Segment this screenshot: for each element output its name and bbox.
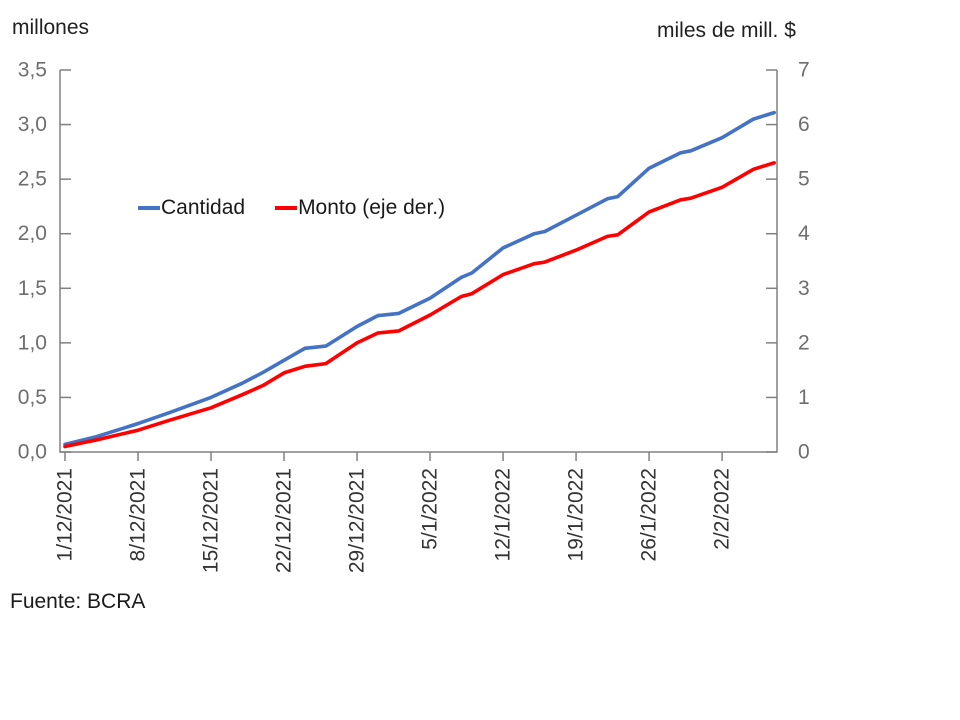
x-axis-tick-label: 19/1/2022: [565, 468, 588, 561]
right-axis-title: miles de mill. $: [657, 19, 796, 42]
x-axis-tick-label: 12/1/2022: [492, 468, 515, 561]
x-axis-tick-label: 2/2/2022: [711, 468, 734, 550]
left-axis-tick-label: 0,5: [18, 386, 47, 409]
left-axis-tick-label: 2,5: [18, 168, 47, 191]
legend-swatch-monto: [275, 206, 298, 210]
source-note: Fuente: BCRA: [10, 590, 146, 613]
x-axis-tick-label: 5/1/2022: [419, 468, 442, 550]
legend: Cantidad Monto (eje der.): [138, 196, 445, 220]
series-line-monto-eje-der: [63, 161, 777, 449]
x-axis-tick-label: 29/12/2021: [346, 468, 369, 573]
right-axis-tick-label: 0: [798, 441, 810, 464]
left-axis-tick-label: 3,0: [18, 113, 47, 136]
right-axis-tick-label: 1: [798, 386, 810, 409]
legend-label-cantidad: Cantidad: [161, 196, 246, 219]
right-axis-tick-label: 2: [798, 331, 810, 354]
series-line-cantidad: [63, 110, 777, 447]
legend-item-monto: Monto (eje der.): [275, 196, 445, 220]
left-axis-tick-label: 1,0: [18, 331, 47, 354]
x-axis-tick-label: 22/12/2021: [273, 468, 296, 573]
x-axis-tick-label: 1/12/2021: [54, 468, 77, 561]
left-axis-tick-label: 1,5: [18, 277, 47, 300]
right-axis-tick-label: 7: [798, 59, 810, 82]
axis-frame: [59, 70, 778, 453]
x-axis-tick-label: 26/1/2022: [638, 468, 661, 561]
right-axis-tick-label: 5: [798, 168, 810, 191]
left-axis-tick-label: 2,0: [18, 222, 47, 245]
legend-swatch-cantidad: [138, 206, 160, 210]
left-axis-tick-label: 3,5: [18, 59, 47, 82]
left-axis-title: millones: [12, 16, 90, 39]
legend-item-cantidad: Cantidad: [138, 196, 245, 220]
right-axis-tick-label: 6: [798, 113, 810, 136]
x-axis-tick-label: 15/12/2021: [200, 468, 223, 573]
right-axis-tick-label: 3: [798, 277, 810, 300]
right-axis-tick-label: 4: [798, 222, 810, 245]
x-axis-tick-label: 8/12/2021: [127, 468, 150, 561]
legend-label-monto: Monto (eje der.): [298, 196, 446, 219]
left-axis-tick-label: 0,0: [18, 441, 47, 464]
